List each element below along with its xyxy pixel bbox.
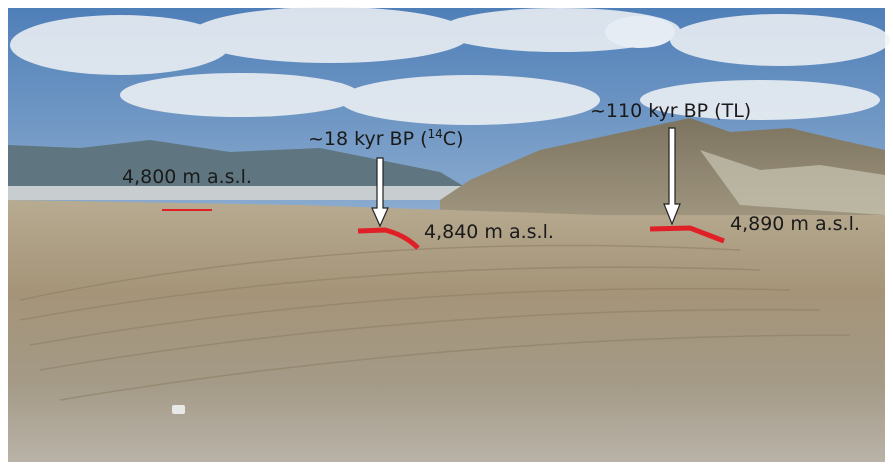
age-superscript: 14 — [428, 127, 443, 141]
age-text: ~18 kyr BP ( — [308, 128, 428, 150]
photo-figure: 4,800 m a.s.l. 4,840 m a.s.l. 4,890 m a.… — [0, 0, 893, 470]
page: {"annotations": { "elevations": [ {"labe… — [0, 0, 893, 470]
elevation-label: 4,840 m a.s.l. — [424, 221, 554, 243]
elevation-label: 4,890 m a.s.l. — [730, 213, 860, 235]
age-label: ~110 kyr BP (TL) — [590, 100, 751, 122]
vehicle — [172, 405, 185, 414]
elevation-label: 4,800 m a.s.l. — [122, 166, 252, 188]
lake-flat — [8, 186, 478, 200]
age-tail: C) — [443, 128, 464, 150]
